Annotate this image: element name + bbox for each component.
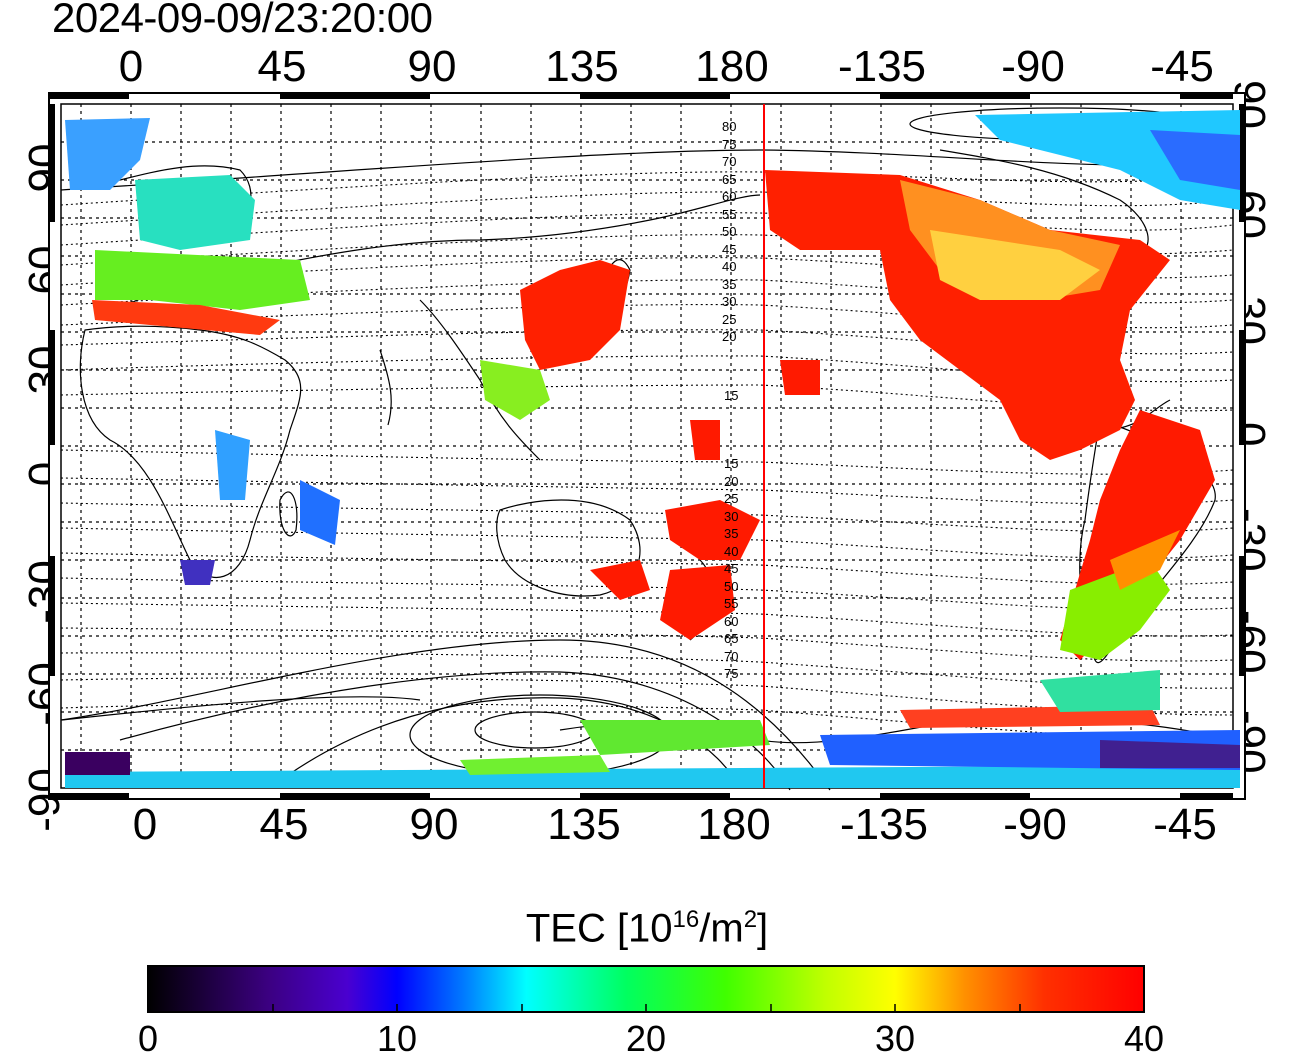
top-lon-label-45: 45 — [257, 42, 307, 91]
dip-latitude-labels-north: 80 75 70 65 60 55 50 45 40 35 30 25 20 — [722, 119, 737, 344]
bottom-lon-label-m135: -135 — [839, 800, 929, 849]
bottom-lon-label-135: 135 — [547, 800, 621, 849]
top-lon-label-180: 180 — [695, 42, 769, 91]
colorbar-tick-20: 20 — [625, 1018, 667, 1059]
colorbar-tick-40: 40 — [1123, 1018, 1165, 1059]
colorbar-tick-30: 30 — [874, 1018, 916, 1059]
bottom-lon-label-45: 45 — [259, 800, 309, 849]
colorbar-tick-0: 0 — [137, 1018, 159, 1059]
bottom-lon-label-180: 180 — [697, 800, 771, 849]
bottom-lon-label-90: 90 — [409, 800, 459, 849]
colorbar-title-unit: /m — [699, 906, 744, 951]
colorbar-title-exponent2: 2 — [743, 906, 758, 933]
top-lon-label-90: 90 — [407, 42, 457, 91]
colorbar-title-prefix: TEC [10 — [525, 906, 673, 951]
top-lon-label-135: 135 — [545, 42, 619, 91]
dip-latitude-label-15n: 15 — [724, 388, 739, 403]
colorbar-title-exponent: 16 — [672, 906, 700, 933]
bottom-lon-label-m45: -45 — [1153, 800, 1217, 849]
bottom-lon-label-m90: -90 — [1003, 800, 1067, 849]
tec-data-regions — [65, 110, 1240, 788]
colorbar-tick-10: 10 — [376, 1018, 418, 1059]
dip-latitude-labels-south: 15 20 25 30 35 40 45 50 55 60 65 70 75 — [724, 456, 739, 681]
colorbar — [147, 965, 1145, 1013]
tec-map — [48, 92, 1246, 800]
top-lon-label-m45: -45 — [1150, 42, 1214, 91]
colorbar-title: TEC [1016/m2] — [0, 906, 1294, 951]
top-lon-label-m135: -135 — [837, 42, 927, 91]
bottom-lon-label-0: 0 — [132, 800, 158, 849]
map-timestamp: 2024-09-09/23:20:00 — [52, 0, 433, 41]
top-lon-label-0: 0 — [118, 42, 144, 91]
magnetic-contours — [60, 107, 1234, 791]
top-lon-label-m90: -90 — [1001, 42, 1065, 91]
colorbar-title-suffix: ] — [757, 906, 769, 951]
